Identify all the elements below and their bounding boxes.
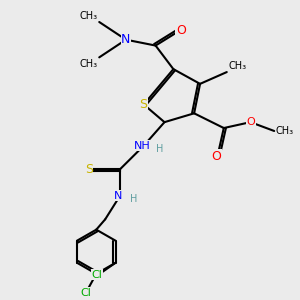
Text: O: O	[212, 149, 221, 163]
Text: H: H	[156, 144, 163, 154]
Text: CH₃: CH₃	[80, 59, 98, 69]
Text: S: S	[85, 163, 93, 176]
Text: Cl: Cl	[80, 288, 91, 298]
Text: CH₃: CH₃	[276, 126, 294, 136]
Text: O: O	[247, 117, 255, 127]
Text: H: H	[130, 194, 138, 204]
Text: NH: NH	[134, 141, 151, 151]
Text: N: N	[121, 33, 130, 46]
Text: S: S	[139, 98, 147, 111]
Text: N: N	[114, 191, 123, 201]
Text: CH₃: CH₃	[80, 11, 98, 20]
Text: CH₃: CH₃	[228, 61, 246, 70]
Text: O: O	[176, 24, 186, 37]
Text: Cl: Cl	[92, 270, 103, 280]
